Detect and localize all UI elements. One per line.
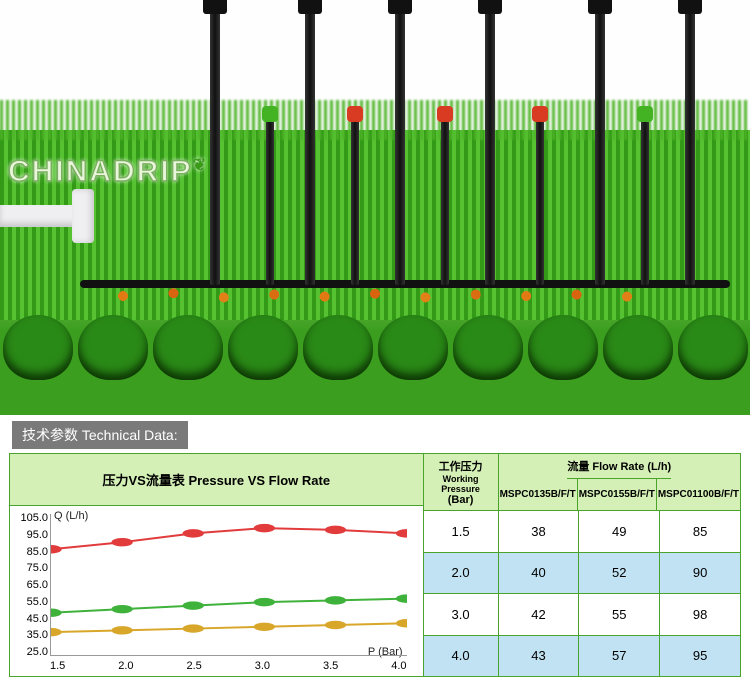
sprinkler-tall [210, 10, 220, 285]
chart-title: 压力VS流量表 Pressure VS Flow Rate [10, 454, 423, 506]
sprinkler-head-icon [298, 0, 322, 14]
sprinkler-head-small-icon [262, 106, 278, 122]
sprinkler-head-icon [588, 0, 612, 14]
x-axis-ticks: 1.52.02.53.03.54.0 [50, 660, 407, 672]
table-row: 1.5384985 [424, 510, 740, 552]
model-header: MSPC0135B/F/T [499, 479, 577, 510]
table-body: 1.53849852.04052903.04255984.0435795 [424, 510, 740, 676]
fr-header-title: 流量 Flow Rate (L/h) [567, 454, 671, 479]
table-row: 4.0435795 [424, 635, 740, 677]
sprinkler-head-icon [478, 0, 502, 14]
sprinkler-tall [685, 10, 695, 285]
hero-supply-pipe [0, 205, 90, 227]
chart-plot-area [50, 514, 407, 656]
section-label: 技术参数 Technical Data: [12, 421, 188, 449]
sprinkler-short [441, 120, 449, 285]
sprinkler-head-small-icon [347, 106, 363, 122]
hero-bush-row [0, 300, 750, 380]
hero-illustration: CHINADRIP❦ [0, 0, 750, 415]
sprinkler-tall [305, 10, 315, 285]
sprinkler-short [266, 120, 274, 285]
sprinkler-head-icon [203, 0, 227, 14]
wp-header: 工作压力 Working Pressure (Bar) [424, 454, 498, 510]
flow-rate-table: 工作压力 Working Pressure (Bar) 流量 Flow Rate… [423, 454, 740, 676]
technical-data-panel: 压力VS流量表 Pressure VS Flow Rate Q (L/h) P … [9, 453, 741, 677]
model-header: MSPC0155B/F/T [577, 479, 656, 510]
sprinkler-tall [595, 10, 605, 285]
table-header-row: 工作压力 Working Pressure (Bar) 流量 Flow Rate… [424, 454, 740, 510]
sprinkler-head-small-icon [532, 106, 548, 122]
sprinkler-head-small-icon [437, 106, 453, 122]
brand-logo: CHINADRIP❦ [8, 155, 208, 189]
sprinkler-tall [485, 10, 495, 285]
leaf-icon: ❦ [193, 157, 208, 174]
fr-header-group: 流量 Flow Rate (L/h) MSPC0135B/F/TMSPC0155… [498, 454, 740, 510]
chart-cell: 压力VS流量表 Pressure VS Flow Rate Q (L/h) P … [10, 454, 423, 676]
sprinkler-short [351, 120, 359, 285]
chart-svg [51, 514, 407, 655]
sprinkler-short [536, 120, 544, 285]
sprinkler-head-small-icon [637, 106, 653, 122]
y-axis-ticks: 105.095.085.075.065.055.045.035.025.0 [14, 512, 48, 658]
sprinkler-tall [395, 10, 405, 285]
sprinkler-head-icon [678, 0, 702, 14]
pressure-flow-chart: Q (L/h) P (Bar) 105.095.085.075.065.055.… [10, 506, 423, 676]
sprinkler-head-icon [388, 0, 412, 14]
model-header: MSPC01100B/F/T [656, 479, 740, 510]
table-row: 3.0425598 [424, 593, 740, 635]
model-header-row: MSPC0135B/F/TMSPC0155B/F/TMSPC01100B/F/T [499, 479, 740, 510]
table-row: 2.0405290 [424, 552, 740, 594]
sprinkler-short [641, 120, 649, 285]
